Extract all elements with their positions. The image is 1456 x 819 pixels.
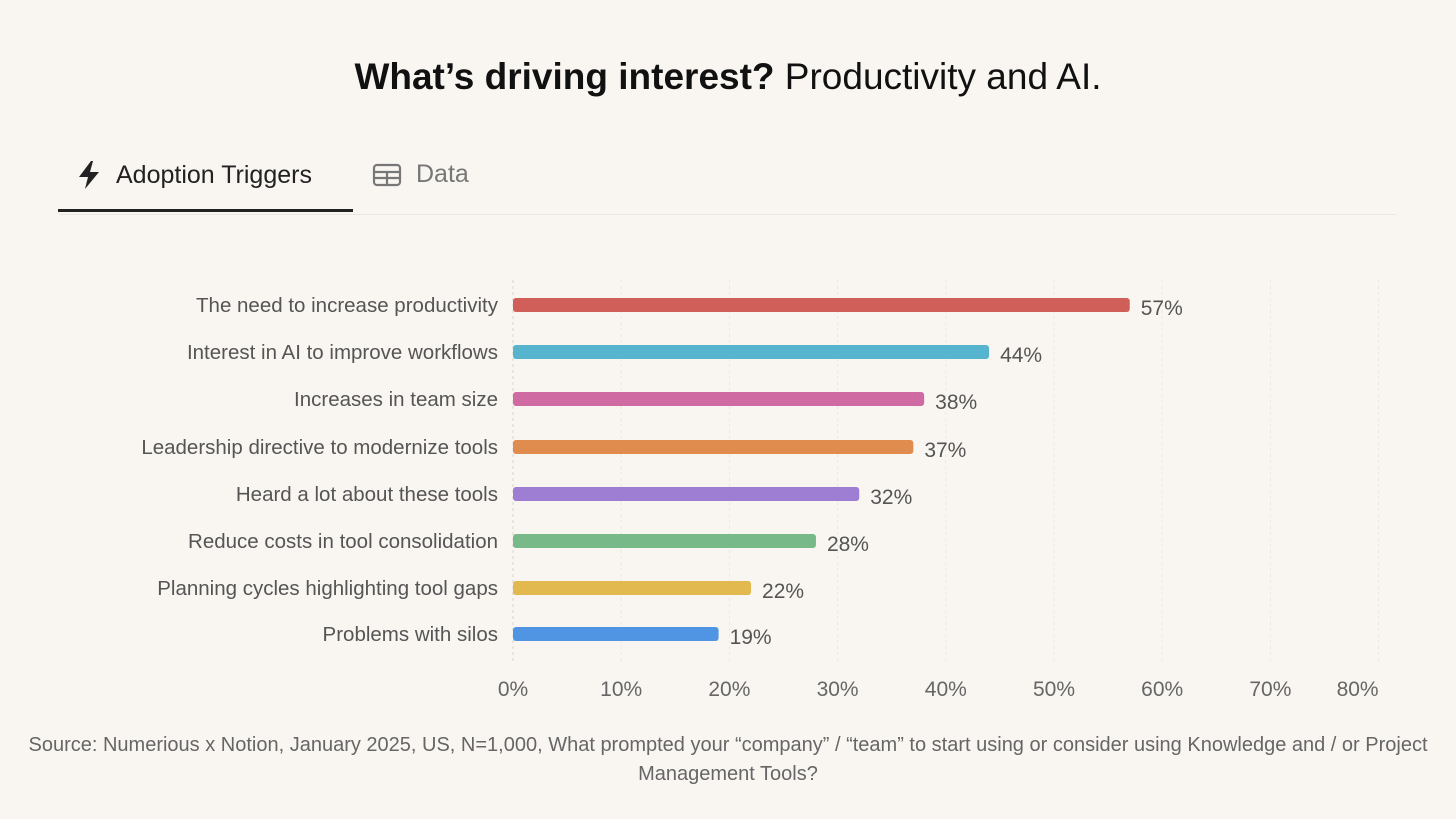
tab-bar: Adoption Triggers Data [58, 150, 1396, 215]
table-icon [372, 163, 402, 186]
x-tick-label: 20% [708, 678, 750, 701]
value-label: 37% [924, 439, 966, 462]
category-label: Increases in team size [294, 388, 498, 411]
category-label: Interest in AI to improve workflows [187, 341, 498, 364]
x-tick-label: 10% [600, 678, 642, 701]
value-label: 28% [827, 533, 869, 556]
bar [513, 487, 860, 501]
category-label: Reduce costs in tool consolidation [188, 530, 498, 553]
category-label: Problems with silos [323, 623, 498, 646]
value-label: 57% [1141, 297, 1183, 320]
tab-label: Adoption Triggers [116, 160, 312, 189]
category-label: Planning cycles highlighting tool gaps [157, 577, 498, 600]
category-label: Leadership directive to modernize tools [141, 436, 498, 459]
category-label: The need to increase productivity [196, 294, 499, 317]
value-label: 44% [1000, 344, 1042, 367]
tab-data[interactable]: Data [372, 160, 469, 189]
title-bold: What’s driving interest? [354, 56, 775, 97]
x-tick-label: 0% [498, 678, 528, 701]
value-label: 19% [730, 626, 772, 649]
value-label: 22% [762, 580, 804, 603]
bar [513, 345, 990, 359]
title-rest: Productivity and AI. [774, 56, 1102, 97]
x-tick-label: 80% [1337, 678, 1379, 701]
bar [513, 581, 752, 595]
x-tick-label: 40% [925, 678, 967, 701]
x-tick-label: 50% [1033, 678, 1075, 701]
tab-adoption-triggers[interactable]: Adoption Triggers [76, 160, 312, 190]
tab-label: Data [416, 160, 469, 188]
active-tab-indicator [58, 209, 353, 212]
x-tick-label: 30% [817, 678, 859, 701]
value-label: 32% [870, 486, 912, 509]
lightning-icon [79, 161, 99, 189]
x-tick-label: 70% [1249, 678, 1291, 701]
bar [513, 298, 1130, 312]
source-note: Source: Numerious x Notion, January 2025… [28, 734, 1428, 785]
bar [513, 627, 719, 641]
bar [513, 534, 816, 548]
bar [513, 440, 914, 454]
bar [513, 392, 925, 406]
value-label: 38% [935, 391, 977, 414]
category-label: Heard a lot about these tools [236, 483, 498, 506]
page-title: What’s driving interest? Productivity an… [0, 56, 1456, 98]
x-tick-label: 60% [1141, 678, 1183, 701]
